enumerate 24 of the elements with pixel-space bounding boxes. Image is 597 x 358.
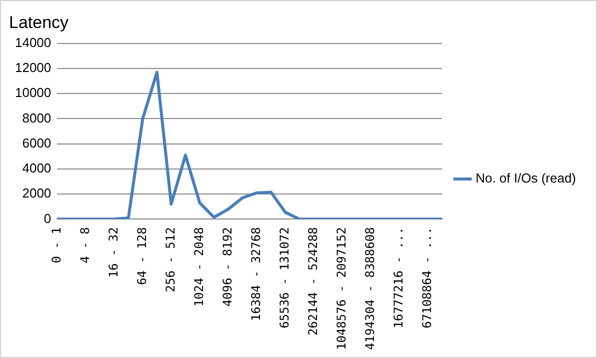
x-tick-label: 67108864 - ... <box>420 227 434 328</box>
x-tick-label: 16777216 - ... <box>391 227 406 328</box>
x-tick-label: 262144 - 524288 <box>306 227 320 336</box>
x-tick-label: 64 - 128 <box>134 227 149 285</box>
y-tick-label: 14000 <box>14 34 52 50</box>
x-tick-label: 16384 - 32768 <box>248 227 263 322</box>
x-tick-label: 4096 - 8192 <box>220 227 234 307</box>
x-tick-label: 256 - 512 <box>163 227 178 292</box>
chart-title: Latency <box>9 12 70 32</box>
x-tick-label: 1024 - 2048 <box>192 227 206 307</box>
y-tick-label: 2000 <box>22 186 52 201</box>
x-tick-label: 0 - 1 <box>49 227 64 264</box>
x-tick-label: 16 - 32 <box>106 227 120 278</box>
x-tick-label: 4 - 8 <box>78 227 92 264</box>
y-tick-label: 12000 <box>14 60 52 76</box>
y-tick-label: 6000 <box>22 135 52 150</box>
y-tick-label: 0 <box>44 210 52 226</box>
y-tick-label: 10000 <box>14 85 52 100</box>
y-tick-label: 4000 <box>22 160 52 176</box>
x-tick-label: 65536 - 131072 <box>277 227 292 328</box>
y-tick-label: 8000 <box>22 110 52 126</box>
legend-label: No. of I/Os (read) <box>476 170 576 186</box>
x-tick-label: 1048576 - 2097152 <box>334 227 348 350</box>
x-tick-label: 4194304 - 8388608 <box>362 227 377 350</box>
